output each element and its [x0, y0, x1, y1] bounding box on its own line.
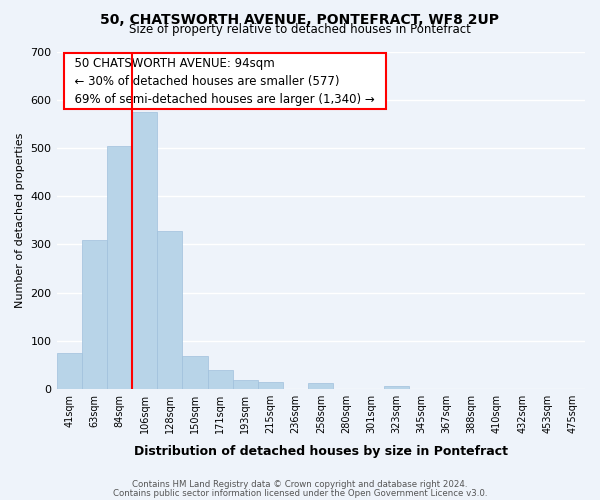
Text: Contains HM Land Registry data © Crown copyright and database right 2024.: Contains HM Land Registry data © Crown c…	[132, 480, 468, 489]
Text: Contains public sector information licensed under the Open Government Licence v3: Contains public sector information licen…	[113, 488, 487, 498]
Bar	[157, 231, 182, 389]
Bar	[182, 356, 208, 389]
X-axis label: Distribution of detached houses by size in Pontefract: Distribution of detached houses by size …	[134, 444, 508, 458]
Bar	[56, 353, 82, 389]
Bar	[208, 370, 233, 389]
Text: 50 CHATSWORTH AVENUE: 94sqm
  ← 30% of detached houses are smaller (577)
  69% o: 50 CHATSWORTH AVENUE: 94sqm ← 30% of det…	[67, 56, 382, 106]
Bar	[82, 240, 107, 389]
Bar	[107, 146, 132, 389]
Bar	[258, 382, 283, 389]
Bar	[233, 380, 258, 389]
Bar	[308, 384, 334, 389]
Bar	[383, 386, 409, 389]
Text: Size of property relative to detached houses in Pontefract: Size of property relative to detached ho…	[129, 22, 471, 36]
Text: 50, CHATSWORTH AVENUE, PONTEFRACT, WF8 2UP: 50, CHATSWORTH AVENUE, PONTEFRACT, WF8 2…	[101, 12, 499, 26]
Bar	[132, 112, 157, 389]
Y-axis label: Number of detached properties: Number of detached properties	[15, 132, 25, 308]
